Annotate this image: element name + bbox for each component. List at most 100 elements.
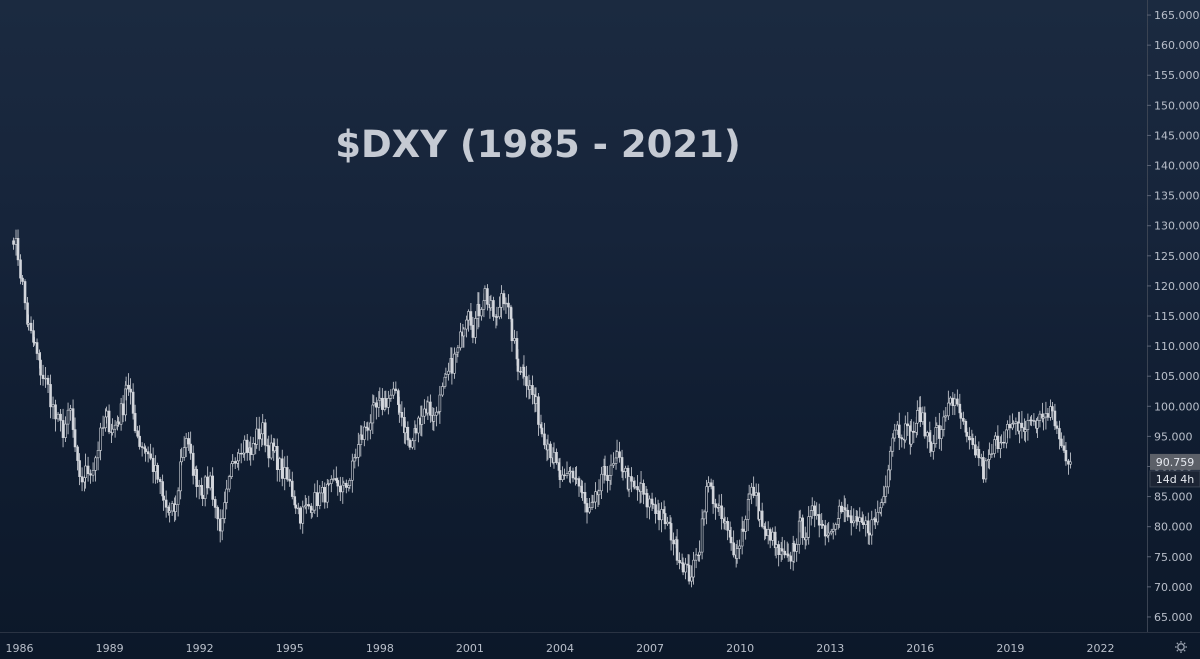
candle-body xyxy=(615,451,619,459)
candle-body xyxy=(648,498,651,508)
candle-body xyxy=(606,474,609,481)
candle-body xyxy=(956,398,959,405)
candle-body xyxy=(420,415,424,425)
candle-body xyxy=(944,415,948,418)
price-axis[interactable]: 65.00070.00075.00080.00085.00090.00095.0… xyxy=(1147,9,1200,624)
candle-body xyxy=(681,562,685,573)
candle-body xyxy=(84,465,87,478)
candle-body xyxy=(263,422,267,446)
candle-body xyxy=(375,402,378,408)
candle-body xyxy=(357,444,360,458)
candle-body xyxy=(831,528,835,532)
candle-body xyxy=(996,435,1000,450)
candle-body xyxy=(310,509,314,513)
time-axis[interactable]: 1986 1989 1992 1995 1998 2001 2004 2007 2010 2013… xyxy=(6,642,1115,655)
candle-body xyxy=(792,543,796,552)
candle-body xyxy=(208,475,212,489)
candle-body xyxy=(33,341,36,344)
candle-body xyxy=(528,385,532,390)
candle-body xyxy=(107,410,111,433)
candle-body xyxy=(786,553,790,557)
x-tick-label: 2019 xyxy=(996,642,1024,655)
y-tick-label: 110.000 xyxy=(1154,340,1200,353)
candle-body xyxy=(982,457,985,480)
candle-body xyxy=(502,293,506,305)
candle-body xyxy=(138,435,141,447)
candle-body xyxy=(27,322,30,325)
candle-body xyxy=(591,501,595,504)
candle-body xyxy=(804,536,808,541)
gear-icon[interactable] xyxy=(1175,641,1187,653)
candle-body xyxy=(404,426,407,434)
y-tick-label: 80.000 xyxy=(1154,521,1193,534)
candle-body xyxy=(771,531,774,541)
candle-body xyxy=(474,318,477,338)
candle-body xyxy=(315,492,319,506)
candle-body xyxy=(290,480,294,497)
candle-body xyxy=(949,397,952,404)
candle-body xyxy=(492,300,495,317)
candle-body xyxy=(588,507,591,513)
candle-body xyxy=(594,491,597,503)
candle-body xyxy=(366,427,370,431)
candle-body xyxy=(1002,441,1006,444)
candle-body xyxy=(89,473,92,476)
candle-body xyxy=(131,391,135,414)
candle-body xyxy=(417,417,420,434)
candle-body xyxy=(121,403,125,416)
candle-body xyxy=(654,504,657,514)
candle-body xyxy=(381,397,384,410)
candle-body xyxy=(429,401,432,416)
candle-body xyxy=(384,398,388,408)
candle-body xyxy=(408,439,412,448)
candle-body xyxy=(522,366,526,377)
candle-body xyxy=(980,457,983,459)
candle-body xyxy=(663,513,667,525)
candle-body xyxy=(741,528,745,532)
candle-body xyxy=(280,458,284,479)
candle-body xyxy=(354,456,358,459)
candle-body xyxy=(951,397,955,406)
candle-body xyxy=(1018,422,1021,432)
candle-body xyxy=(1020,422,1024,428)
candle-body xyxy=(225,488,228,503)
candle-body xyxy=(101,427,105,429)
candle-body xyxy=(546,443,550,451)
candle-body xyxy=(504,302,508,305)
candle-body xyxy=(893,429,897,439)
candle-body xyxy=(69,408,72,411)
candle-body xyxy=(843,507,847,511)
candle-body xyxy=(164,499,168,508)
x-tick-label: 2022 xyxy=(1086,642,1114,655)
candle-body xyxy=(168,510,171,513)
candle-body xyxy=(1038,413,1042,421)
y-tick-label: 135.000 xyxy=(1154,190,1200,203)
candle-body xyxy=(897,424,901,438)
candle-body xyxy=(940,429,943,439)
candle-body xyxy=(267,445,271,459)
candle-body xyxy=(636,486,639,491)
candle-body xyxy=(360,434,364,440)
candle-body xyxy=(821,523,825,526)
candle-body xyxy=(817,514,821,526)
candle-body xyxy=(1036,420,1039,429)
x-tick-label: 2004 xyxy=(546,642,574,655)
candle-body xyxy=(507,302,510,308)
candle-body xyxy=(119,403,123,425)
candle-body xyxy=(810,505,814,511)
svg-text:14d 4h: 14d 4h xyxy=(1156,473,1194,486)
candle-body xyxy=(154,465,157,472)
candle-body xyxy=(777,544,780,555)
candle-body xyxy=(51,404,55,408)
candle-body xyxy=(283,467,287,479)
candle-body xyxy=(389,394,393,399)
candle-body xyxy=(348,480,352,486)
candle-body xyxy=(336,480,340,487)
candle-body xyxy=(569,470,572,473)
candle-body xyxy=(888,450,892,471)
candle-body xyxy=(571,470,575,479)
candle-body xyxy=(603,466,607,476)
candle-body xyxy=(870,519,874,536)
x-tick-label: 1992 xyxy=(186,642,214,655)
